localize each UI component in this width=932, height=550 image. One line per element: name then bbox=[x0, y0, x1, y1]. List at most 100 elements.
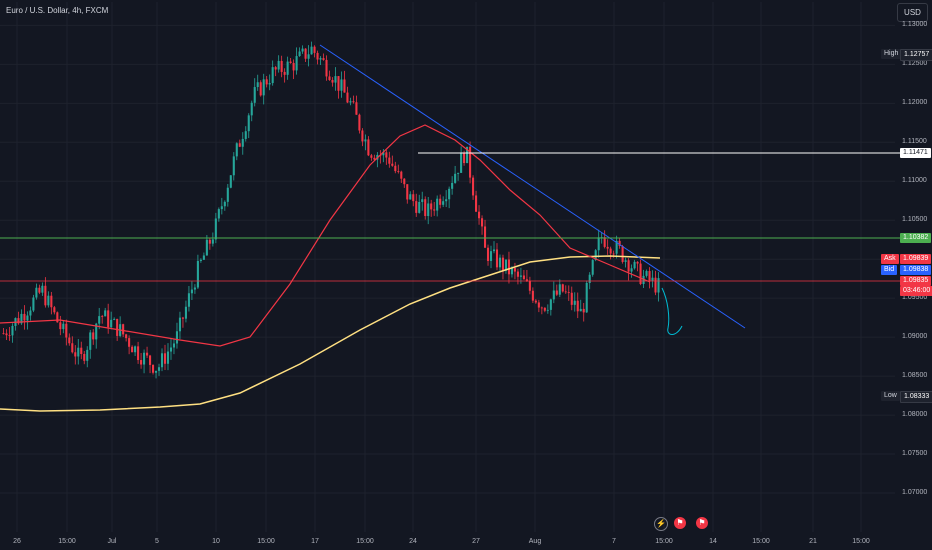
candle-up bbox=[642, 275, 645, 285]
candle-up bbox=[104, 310, 107, 317]
candle-down bbox=[107, 310, 110, 328]
candle-up bbox=[47, 295, 50, 306]
candle-up bbox=[492, 249, 496, 252]
bid-value: 1.09838 bbox=[900, 265, 932, 275]
candle-up bbox=[498, 257, 502, 268]
candle-down bbox=[68, 337, 71, 344]
candle-up bbox=[172, 343, 176, 348]
flag-icon[interactable]: ⚑ bbox=[674, 517, 686, 529]
candle-down bbox=[337, 76, 340, 91]
candle-up bbox=[457, 172, 460, 174]
candle-down bbox=[564, 291, 567, 293]
candle-down bbox=[373, 157, 376, 160]
candle-up bbox=[657, 278, 660, 293]
last-price: 1.09835 bbox=[900, 276, 932, 286]
high-value: 1.12757 bbox=[900, 49, 932, 61]
candle-down bbox=[543, 307, 546, 311]
candle-down bbox=[50, 295, 53, 308]
ema-fast-line bbox=[0, 124, 651, 347]
candle-up bbox=[409, 194, 412, 200]
candle-up bbox=[445, 199, 448, 202]
candle-up bbox=[232, 156, 235, 176]
candle-down bbox=[38, 287, 41, 293]
candle-up bbox=[262, 79, 265, 96]
candle-down bbox=[385, 152, 388, 158]
candle-up bbox=[35, 287, 38, 298]
candle-down bbox=[313, 46, 316, 53]
candle-up bbox=[630, 268, 633, 272]
candle-up bbox=[26, 315, 29, 321]
low-value: 1.08333 bbox=[900, 391, 932, 403]
candle-up bbox=[510, 268, 513, 275]
currency-button[interactable]: USD bbox=[897, 3, 928, 22]
candle-down bbox=[346, 92, 349, 103]
candle-up bbox=[591, 260, 594, 275]
candle-down bbox=[639, 263, 642, 285]
candle-up bbox=[427, 203, 430, 217]
candle-up bbox=[32, 297, 35, 311]
white-line-price: 1.11471 bbox=[900, 148, 931, 158]
x-tick-label: 24 bbox=[409, 538, 417, 545]
candle-down bbox=[400, 171, 403, 179]
candle-down bbox=[406, 184, 409, 200]
candle-up bbox=[298, 51, 301, 57]
candle-up bbox=[382, 152, 385, 156]
candle-down bbox=[525, 279, 528, 281]
candle-up bbox=[190, 289, 193, 294]
x-tick-label: 21 bbox=[809, 538, 817, 545]
candle-down bbox=[439, 198, 442, 205]
chart-title: Euro / U.S. Dollar, 4h, FXCM bbox=[6, 6, 109, 15]
candle-down bbox=[181, 317, 184, 319]
x-tick-label: 14 bbox=[709, 538, 717, 545]
candle-down bbox=[561, 284, 564, 292]
bar-countdown: 03:46:00 bbox=[900, 286, 932, 296]
candle-down bbox=[80, 347, 83, 355]
y-tick-label: 1.12500 bbox=[902, 60, 928, 68]
candle-up bbox=[235, 143, 238, 157]
candle-up bbox=[229, 175, 232, 188]
candle-up bbox=[241, 138, 244, 147]
candle-up bbox=[546, 309, 549, 311]
candle-down bbox=[151, 364, 155, 373]
y-tick-label: 1.08500 bbox=[902, 372, 928, 380]
candle-up bbox=[307, 54, 310, 59]
candle-down bbox=[397, 171, 400, 172]
candle-down bbox=[483, 226, 487, 248]
candle-down bbox=[5, 333, 8, 336]
candle-down bbox=[501, 257, 505, 271]
candle-down bbox=[621, 245, 624, 262]
chart-grid bbox=[0, 2, 895, 532]
candle-up bbox=[436, 198, 439, 211]
candle-up bbox=[178, 317, 182, 332]
candle-down bbox=[475, 195, 478, 212]
candle-down bbox=[486, 247, 490, 261]
projection-drawing bbox=[661, 287, 683, 335]
candle-up bbox=[98, 316, 101, 324]
candle-down bbox=[322, 58, 325, 60]
candle-down bbox=[116, 318, 119, 336]
candle-down bbox=[603, 237, 606, 247]
lightning-icon[interactable]: ⚡ bbox=[654, 517, 668, 531]
candle-up bbox=[645, 271, 648, 276]
candle-down bbox=[2, 333, 5, 335]
candle-down bbox=[537, 302, 540, 308]
candle-up bbox=[454, 173, 457, 183]
candle-up bbox=[334, 76, 337, 83]
y-tick-label: 1.09500 bbox=[902, 294, 928, 302]
candle-up bbox=[418, 201, 421, 213]
downtrend-line bbox=[319, 44, 746, 329]
y-tick-label: 1.07500 bbox=[902, 450, 928, 458]
candle-up bbox=[268, 83, 271, 85]
candle-up bbox=[594, 250, 597, 261]
flag-icon[interactable]: ⚑ bbox=[696, 517, 708, 529]
candle-up bbox=[95, 323, 98, 340]
candle-up bbox=[86, 349, 89, 361]
candle-down bbox=[576, 300, 579, 312]
candle-up bbox=[633, 261, 636, 269]
x-tick-label: 15:00 bbox=[356, 538, 374, 545]
candle-down bbox=[352, 101, 355, 103]
candle-up bbox=[160, 353, 164, 368]
candle-down bbox=[415, 201, 418, 213]
candle-down bbox=[433, 209, 436, 211]
